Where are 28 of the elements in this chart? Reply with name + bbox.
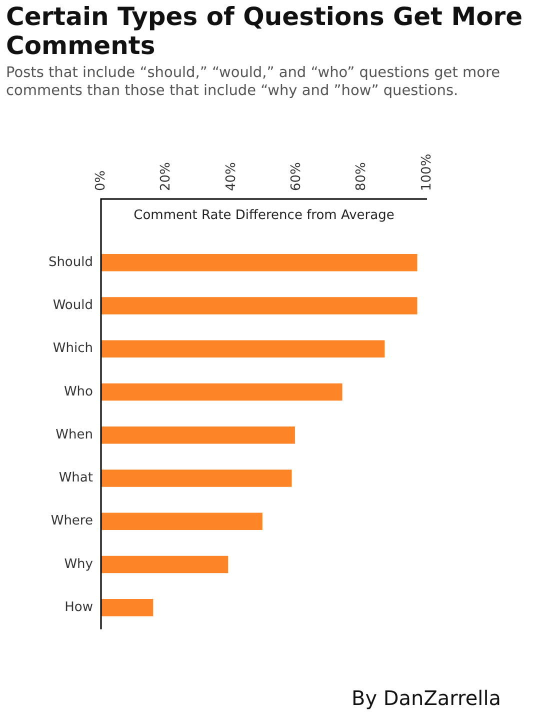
x-tick-label: 100% <box>419 154 434 191</box>
text: By DanZarrella <box>351 686 501 710</box>
y-tick-label: Should <box>48 254 93 270</box>
bar <box>101 470 292 487</box>
bar <box>101 512 262 530</box>
bar <box>101 340 385 358</box>
bar <box>101 426 295 444</box>
y-tick-label: When <box>56 427 93 442</box>
x-axis-title: Comment Rate Difference from Average <box>134 208 394 223</box>
y-tick-label: Where <box>50 514 93 529</box>
y-tick-label: Why <box>64 556 94 572</box>
chart-subtitle: Posts that include “should,” “would,” and “who” questions get more comments than those that include “why and ”how” questions. <box>6 64 502 100</box>
x-tick-label: 60% <box>288 162 304 191</box>
chart-title: Certain Types of Questions Get More Comments <box>6 2 524 60</box>
x-tick-label: 40% <box>224 162 239 191</box>
bar <box>101 383 342 401</box>
y-tick-label: Would <box>52 298 93 314</box>
x-tick-label: 80% <box>354 162 370 191</box>
y-tick-label: How <box>64 600 94 616</box>
y-tick-label: What <box>58 470 93 486</box>
y-tick-label: Who <box>64 384 94 400</box>
x-tick-label: 0% <box>93 170 108 191</box>
x-tick-label: 20% <box>158 162 174 191</box>
bar <box>101 254 418 272</box>
y-tick-label: Which <box>52 341 93 356</box>
bar <box>101 297 418 314</box>
bar <box>101 599 154 616</box>
bar <box>101 556 228 574</box>
